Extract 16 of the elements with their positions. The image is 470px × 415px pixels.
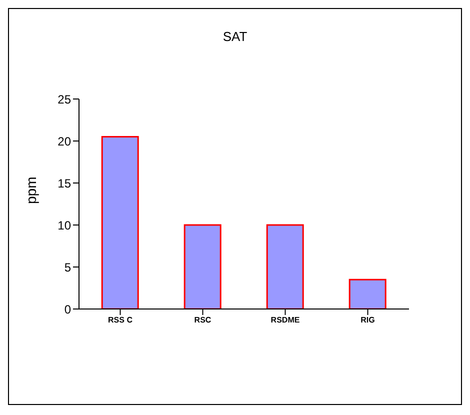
y-tick-label: 0 (64, 302, 72, 316)
y-tick-label: 15 (58, 176, 72, 190)
x-tick-label: RSC (194, 316, 212, 325)
chart-title: SAT (222, 29, 248, 44)
bar (266, 224, 304, 309)
y-axis-title: ppm (22, 176, 39, 204)
x-tick-label: RIG (360, 316, 375, 325)
bar (348, 278, 386, 309)
y-tick-label: 10 (58, 218, 72, 232)
bar (101, 136, 139, 309)
y-tick-label: 25 (58, 92, 72, 106)
y-tick-label: 20 (58, 134, 72, 148)
x-tick-label: RSDME (270, 316, 300, 325)
x-tick-label: RSS C (108, 316, 133, 325)
bar (184, 224, 222, 309)
y-tick-label: 5 (64, 260, 72, 274)
